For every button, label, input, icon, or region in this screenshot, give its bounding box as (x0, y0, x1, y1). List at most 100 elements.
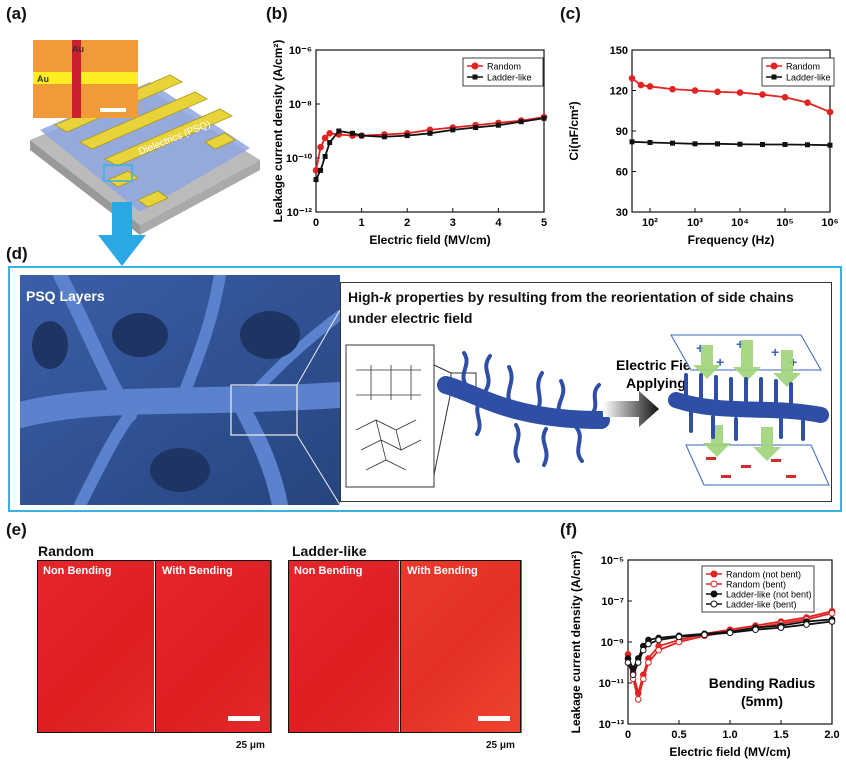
negative-charges (706, 457, 796, 478)
psq-layers-label: PSQ Layers (26, 288, 105, 304)
down-arrow-icon (98, 202, 146, 266)
y-tick-label: 60 (616, 167, 628, 179)
legend-entry: Ladder-like (not bent) (726, 590, 812, 600)
data-point (637, 81, 645, 89)
legend-entry: Random (bent) (726, 580, 786, 590)
x-axis-label: Electric field (MV/cm) (669, 745, 790, 759)
data-point (318, 167, 324, 173)
data-point (737, 141, 743, 147)
scale-label-1: 25 μm (236, 740, 265, 751)
legend-marker (472, 74, 478, 80)
data-point (760, 142, 765, 147)
arrow-label-2: Applying (626, 375, 686, 391)
title-post: properties by resulting from the reorien… (391, 289, 794, 305)
legend-marker (471, 62, 479, 70)
panel-label-c: (c) (560, 4, 581, 23)
data-point (450, 127, 456, 133)
scale-bar-1 (228, 716, 260, 721)
data-point (827, 142, 833, 148)
y-axis-label: Leakage current density (A/cm²) (271, 40, 285, 223)
svg-text:+: + (696, 340, 704, 356)
mechanism-title: High-k properties by resulting from the … (348, 287, 794, 329)
title-k: k (383, 289, 392, 305)
x-tick-label: 0.5 (671, 729, 686, 741)
y-tick-label: 10⁻¹¹ (599, 678, 625, 690)
x-tick-label: 10² (642, 217, 658, 229)
legend-entry: Random (487, 62, 521, 72)
ladder-with-bending-label: With Bending (407, 565, 478, 577)
data-point (624, 659, 632, 666)
x-tick-label: 2.0 (824, 729, 839, 741)
ladder-label: Ladder-like (292, 543, 367, 559)
right-arrow-icon (603, 391, 659, 427)
legend-marker (710, 570, 718, 578)
data-point (782, 142, 788, 147)
x-axis-label: Electric field (MV/cm) (369, 233, 490, 247)
data-point (715, 141, 720, 147)
x-tick-label: 1.0 (722, 729, 737, 741)
legend-marker (710, 600, 718, 608)
data-point (670, 140, 675, 146)
legend: Random (not bent)Random (bent)Ladder-lik… (701, 565, 815, 613)
data-point (828, 618, 836, 625)
scale-label-2: 25 μm (486, 740, 515, 751)
x-tick-label: 1 (359, 217, 365, 229)
chart-b: 0 1 2 3 4 5 10⁻¹² 10⁻¹⁰ 10⁻⁸ 10⁻⁶ Electric field (… (271, 40, 548, 247)
random-non-bending-label: Non Bending (43, 565, 112, 577)
panel-d-frame (8, 266, 842, 512)
legend-entry: Random (786, 62, 820, 72)
data-point (640, 675, 647, 683)
panel-label-b: (b) (266, 4, 288, 23)
data-point (326, 130, 333, 137)
random-non-bending-photo: Non Bending (37, 560, 154, 733)
y-tick-label: 10⁻¹³ (599, 719, 625, 731)
au-label-2: Au (37, 74, 49, 84)
legend-entry: Random (not bent) (726, 570, 801, 580)
legend-marker (710, 580, 718, 588)
y-tick-label: 10⁻⁸ (289, 99, 312, 111)
device-schematic: Au Au Dielectrics (PSQ) (30, 40, 260, 266)
data-point (541, 115, 547, 121)
data-point (404, 133, 410, 139)
y-axis-label: Ci(nF/cm²) (567, 101, 581, 160)
data-point (675, 633, 683, 641)
data-point (804, 99, 811, 106)
y-tick-label: 90 (616, 126, 628, 138)
legend-entry: Ladder-like (bent) (726, 600, 797, 610)
mechanism-diagram: Electric Field Applying + + + + + (345, 334, 830, 488)
y-tick-label: 10⁻⁶ (289, 45, 312, 57)
data-point (826, 108, 834, 116)
data-point (640, 646, 647, 654)
legend-marker (771, 74, 777, 80)
legend-entry: Ladder-like (487, 73, 532, 83)
data-point (312, 167, 320, 174)
zoom-region (230, 384, 298, 436)
psq-network-image (20, 275, 340, 505)
data-point (629, 139, 635, 145)
data-point (628, 75, 636, 82)
svg-text:+: + (789, 354, 797, 370)
random-label: Random (38, 543, 94, 559)
random-with-bending-photo: With Bending (155, 560, 272, 733)
data-point (655, 636, 662, 644)
data-point (518, 119, 524, 125)
data-point (655, 646, 662, 654)
x-tick-label: 10⁵ (776, 217, 793, 229)
x-tick-label: 10³ (687, 217, 703, 229)
data-point (634, 696, 642, 703)
ladder-non-bending-label: Non Bending (294, 565, 363, 577)
scale-bar-2 (478, 716, 510, 721)
data-point (473, 125, 479, 131)
svg-text:+: + (736, 336, 744, 352)
data-point (805, 142, 810, 148)
aligned-polymer-chain (668, 373, 829, 441)
x-tick-label: 3 (450, 217, 456, 229)
data-point (777, 624, 785, 631)
svg-text:+: + (771, 344, 779, 360)
data-point (736, 89, 744, 96)
x-tick-label: 0 (625, 729, 631, 741)
chart-c: 10² 10³ 10⁴ 10⁵ 10⁶ 30 60 90 120 150 Frequency (Hz… (567, 45, 839, 247)
data-point (701, 631, 708, 639)
